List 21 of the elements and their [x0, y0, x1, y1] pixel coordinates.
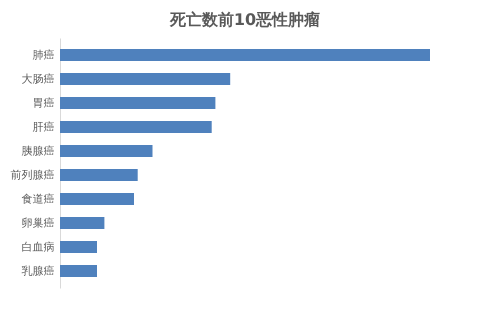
- bar: [60, 241, 97, 253]
- bar: [60, 49, 430, 61]
- bar: [60, 73, 230, 85]
- y-tick-label: 胰腺癌: [22, 144, 54, 158]
- bar: [60, 145, 152, 157]
- bar: [60, 193, 134, 205]
- y-tick-label: 卵巢癌: [22, 216, 54, 230]
- chart-title: 死亡数前10恶性肿瘤: [168, 10, 320, 29]
- y-tick-label: 肝癌: [32, 120, 54, 134]
- y-tick-label: 前列腺癌: [10, 168, 54, 182]
- y-tick-label: 肺癌: [32, 48, 54, 62]
- bar: [60, 217, 104, 229]
- bar: [60, 121, 212, 133]
- y-tick-label: 胃癌: [32, 96, 54, 110]
- bar: [60, 97, 216, 109]
- y-tick-label: 食道癌: [22, 192, 54, 206]
- bar: [60, 169, 138, 181]
- bar: [60, 265, 97, 277]
- y-tick-label: 乳腺癌: [22, 264, 54, 278]
- y-tick-label: 白血病: [22, 240, 54, 254]
- y-tick-label: 大肠癌: [22, 72, 54, 86]
